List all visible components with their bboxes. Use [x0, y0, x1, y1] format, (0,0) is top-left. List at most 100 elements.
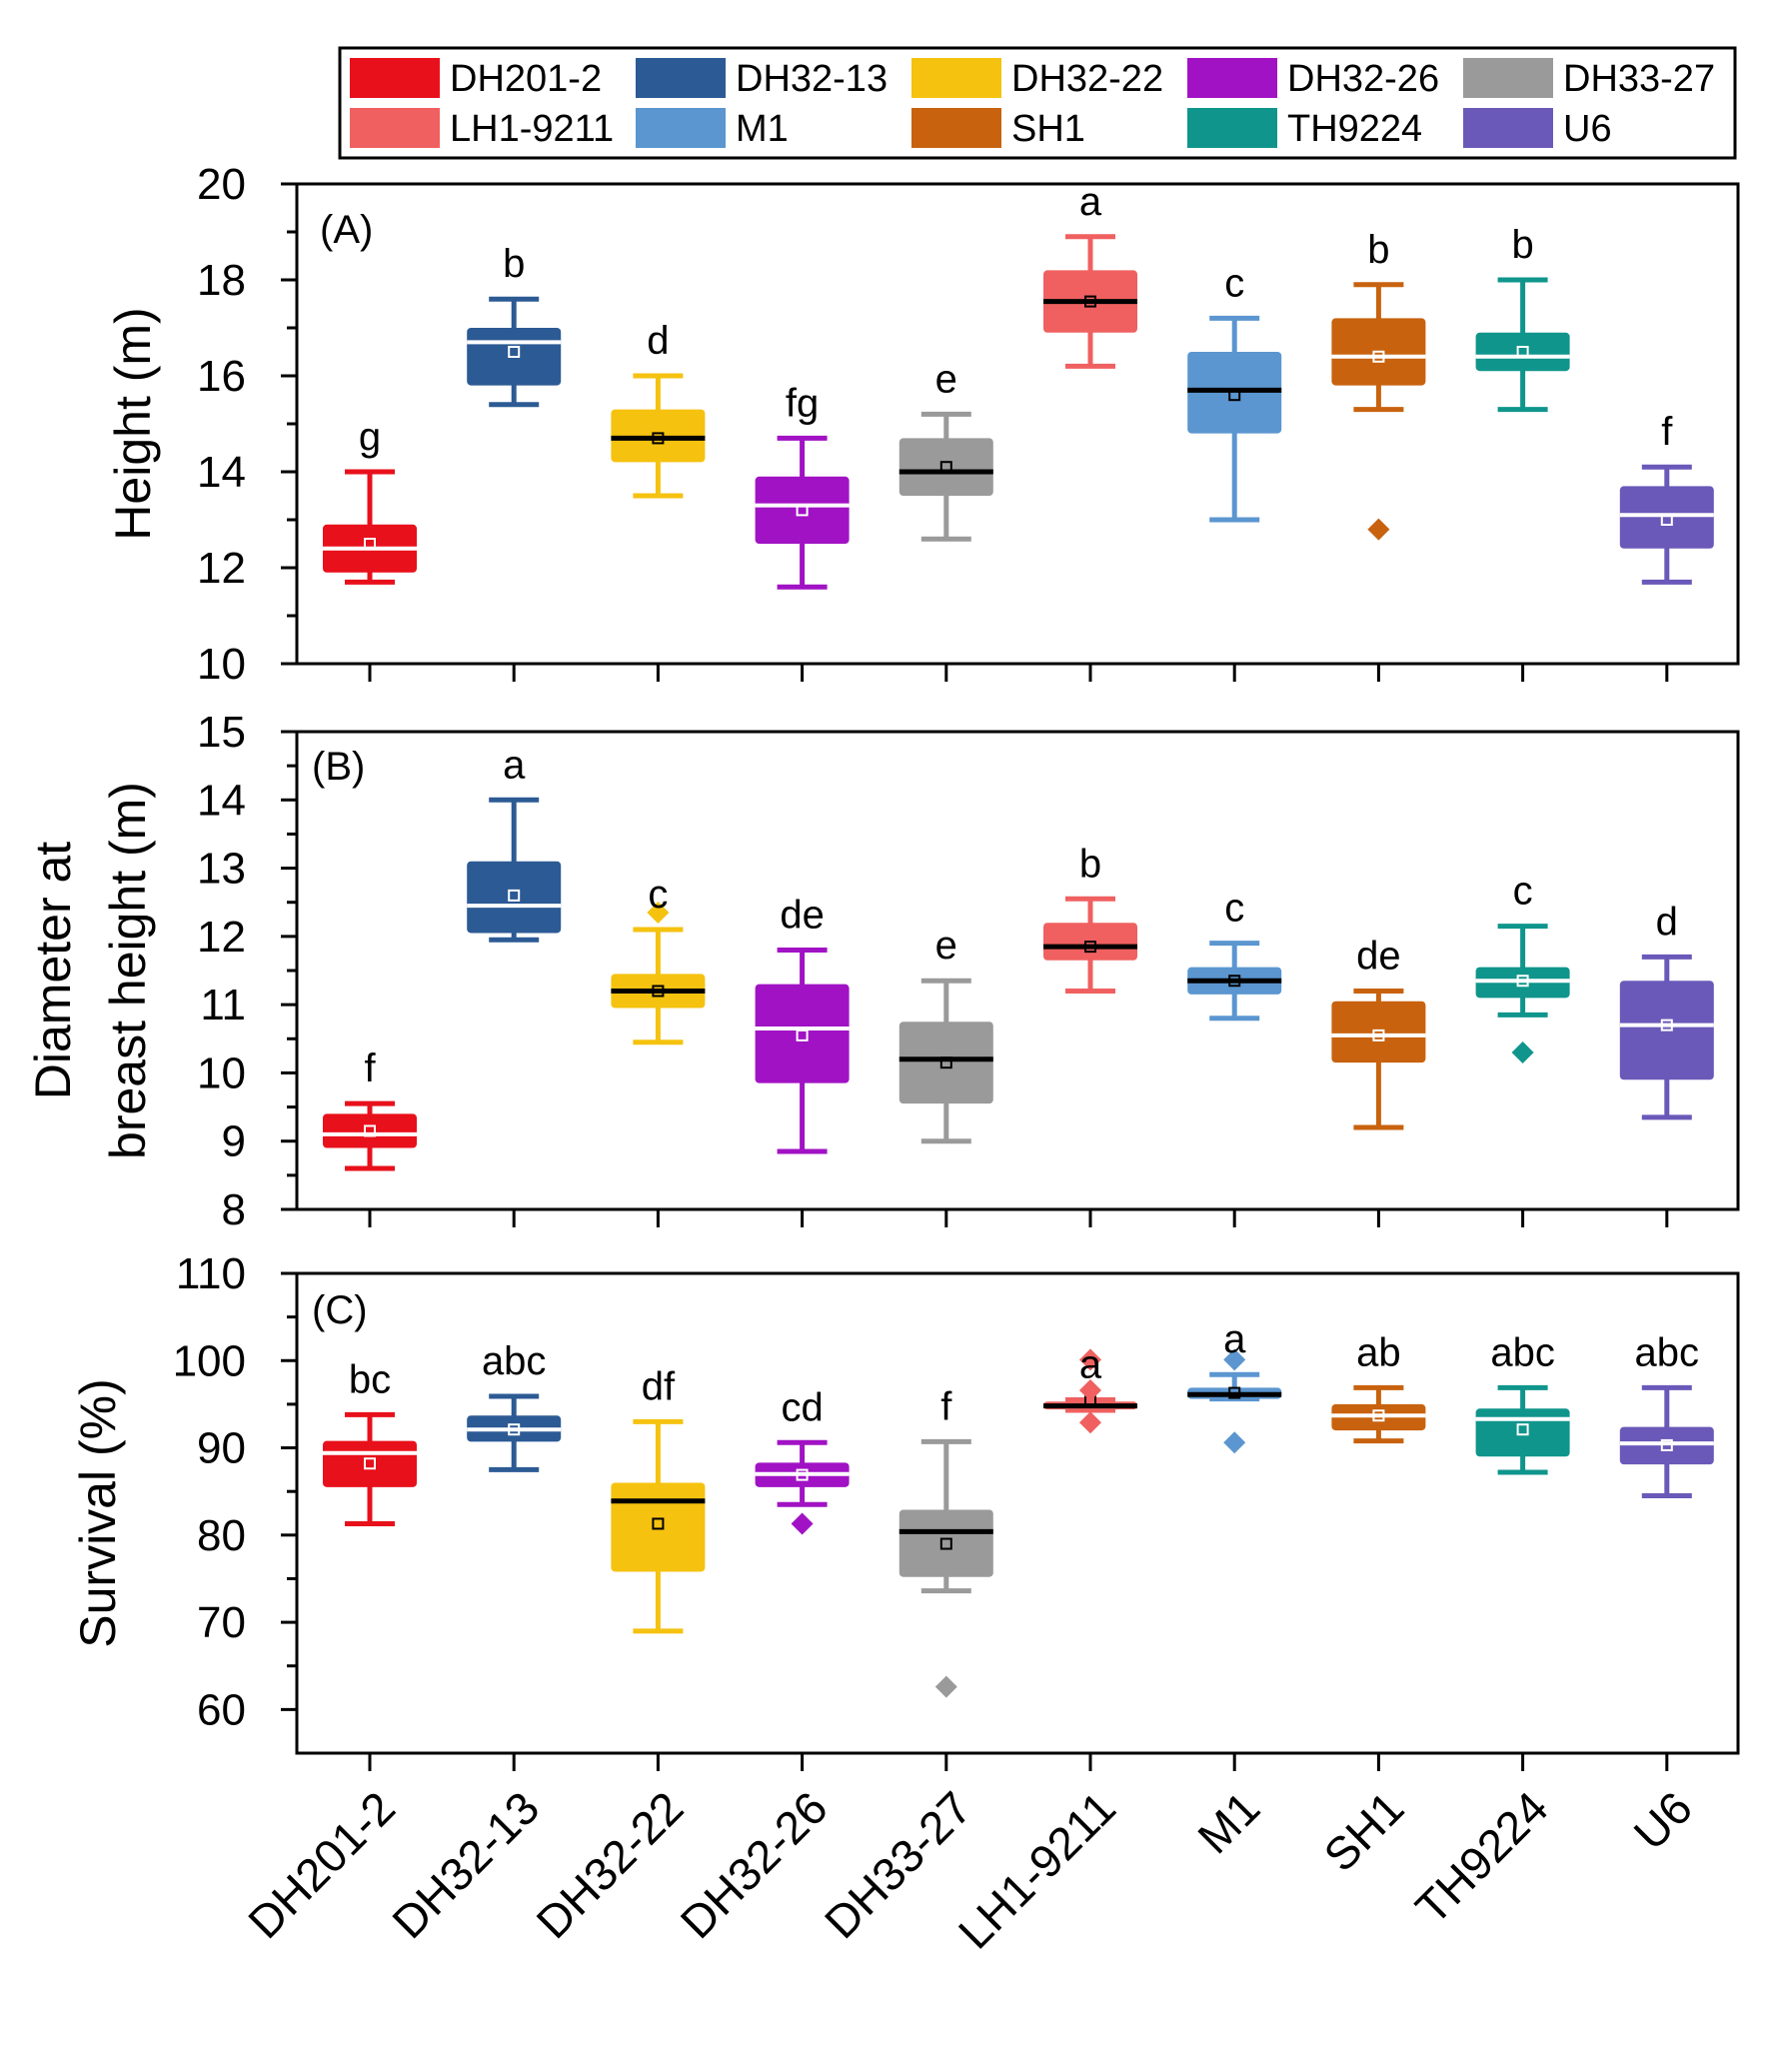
significance-letter-u6: d	[1656, 900, 1678, 944]
x-category-label-sh1: SH1	[1313, 1781, 1413, 1881]
x-category-label-th9224: TH9224	[1405, 1781, 1557, 1933]
mean-marker-m1	[1228, 975, 1241, 988]
legend-swatch-th9224	[1187, 108, 1277, 148]
y-tick-label: 16	[197, 352, 246, 401]
mean-marker-u6	[1660, 1438, 1673, 1451]
significance-letter-m1: c	[1224, 261, 1244, 305]
y-axis-title-diameter-line1: Diameter at	[25, 842, 81, 1100]
outlier-th9224	[1511, 1040, 1534, 1063]
significance-letter-dh33-27: e	[935, 924, 957, 968]
mean-marker-m1	[1228, 389, 1241, 402]
box-sh1	[1331, 1001, 1426, 1063]
box-dh201-2	[323, 1113, 417, 1148]
panel-diameter: (B) Diameter at breast height (m) 8 9 10 11…	[25, 708, 1740, 1234]
significance-letter-dh201-2: g	[359, 415, 381, 459]
y-tick-label: 12	[197, 913, 246, 962]
significance-letter-dh201-2: bc	[349, 1357, 391, 1401]
legend-label-th9224: TH9224	[1287, 108, 1422, 150]
y-tick-label: 14	[197, 448, 246, 497]
mean-marker-dh32-13	[508, 1423, 521, 1436]
mean-marker-sh1	[1372, 1029, 1385, 1041]
box-u6	[1619, 486, 1714, 549]
mean-marker-dh32-13	[508, 346, 521, 358]
y-tick-label: 11	[200, 981, 246, 1030]
y-tick-label: 10	[197, 640, 246, 689]
y-tick-label: 70	[197, 1598, 246, 1647]
y-axis-title-height: Height (m)	[105, 307, 161, 540]
significance-letter-dh32-13: a	[503, 743, 526, 787]
mean-marker-sh1	[1372, 350, 1385, 363]
significance-letter-dh32-22: df	[642, 1364, 676, 1408]
panel-survival: (C) Survival (%) 60 70 80 90 100 110 bc abc df cd…	[70, 1249, 1740, 1771]
significance-letter-lh1-9211: a	[1079, 180, 1102, 224]
legend-swatch-dh32-26	[1187, 58, 1277, 98]
mean-marker-dh32-22	[652, 1517, 665, 1530]
mean-marker-lh1-9211	[1084, 295, 1096, 308]
legend-label-dh32-13: DH32-13	[736, 58, 888, 100]
panel-height: (A) Height (m) 10 12 14 16 18 20 g b d fg e a c b b f	[105, 160, 1740, 689]
y-tick-label: 60	[197, 1685, 246, 1734]
significance-letter-lh1-9211: a	[1079, 1343, 1102, 1387]
outlier-dh32-26	[791, 1512, 814, 1535]
mean-marker-th9224	[1516, 346, 1529, 358]
outlier-lh1-9211	[1079, 1378, 1101, 1401]
panel-label-b: (B)	[312, 745, 365, 789]
significance-letter-dh201-2: f	[364, 1046, 376, 1090]
legend-swatch-sh1	[911, 108, 1001, 148]
mean-marker-sh1	[1372, 1409, 1385, 1422]
outlier-m1	[1223, 1431, 1246, 1454]
x-axis-category-labels: DH201-2DH32-13DH32-22DH32-26DH33-27LH1-9…	[238, 1781, 1702, 1958]
y-tick-label: 12	[197, 544, 246, 593]
box-dh32-13	[467, 861, 562, 934]
significance-letter-th9224: b	[1511, 223, 1533, 267]
significance-letter-dh32-26: fg	[786, 381, 819, 425]
box-th9224	[1475, 332, 1570, 372]
x-category-label-dh32-26: DH32-26	[671, 1781, 838, 1948]
outlier-lh1-9211	[1079, 1348, 1101, 1371]
plot-frame-survival	[295, 1271, 1740, 1755]
outlier-lh1-9211	[1079, 1411, 1101, 1434]
y-tick-label: 14	[197, 776, 246, 825]
y-tick-label: 10	[197, 1048, 246, 1097]
significance-letter-u6: f	[1661, 410, 1673, 454]
legend-swatch-lh1-9211	[350, 108, 440, 148]
mean-marker-dh201-2	[364, 538, 376, 550]
mean-marker-m1	[1228, 1386, 1241, 1399]
legend-swatch-dh32-13	[636, 58, 726, 98]
significance-letter-m1: a	[1223, 1317, 1246, 1361]
significance-letter-lh1-9211: b	[1079, 842, 1101, 886]
legend-swatch-u6	[1463, 108, 1553, 148]
x-category-label-dh201-2: DH201-2	[238, 1781, 405, 1948]
box-dh33-27	[898, 1509, 993, 1577]
legend-label-u6: U6	[1563, 108, 1612, 150]
y-tick-label: 110	[176, 1249, 246, 1298]
significance-letter-dh33-27: e	[935, 357, 957, 401]
significance-letter-u6: abc	[1635, 1330, 1700, 1374]
y-axis-title-diameter-line2: breast height (m)	[100, 782, 156, 1159]
outlier-dh33-27	[934, 1675, 957, 1698]
significance-letter-dh32-26: cd	[781, 1385, 823, 1429]
mean-marker-dh32-26	[796, 504, 809, 517]
mean-marker-th9224	[1516, 975, 1529, 988]
mean-marker-dh33-27	[939, 1537, 952, 1550]
legend-label-lh1-9211: LH1-9211	[450, 108, 614, 150]
significance-letter-sh1: b	[1367, 228, 1389, 272]
significance-letter-dh32-22: c	[648, 873, 668, 917]
y-tick-label: 90	[197, 1424, 246, 1473]
x-category-label-dh32-13: DH32-13	[382, 1781, 549, 1948]
y-tick-label: 13	[197, 845, 246, 894]
legend-label-dh32-22: DH32-22	[1011, 58, 1163, 100]
significance-letter-dh32-13: abc	[482, 1339, 547, 1383]
box-dh32-22	[611, 1482, 706, 1572]
mean-marker-u6	[1660, 514, 1673, 526]
mean-marker-lh1-9211	[1084, 941, 1096, 954]
x-category-label-dh32-22: DH32-22	[527, 1781, 694, 1948]
box-dh32-26	[755, 476, 850, 544]
mean-marker-dh33-27	[939, 1056, 952, 1069]
significance-letter-sh1: ab	[1356, 1330, 1401, 1374]
mean-marker-u6	[1660, 1019, 1673, 1032]
y-tick-label: 8	[222, 1185, 246, 1234]
significance-letter-th9224: c	[1513, 870, 1533, 914]
significance-letter-dh33-27: f	[940, 1384, 952, 1428]
